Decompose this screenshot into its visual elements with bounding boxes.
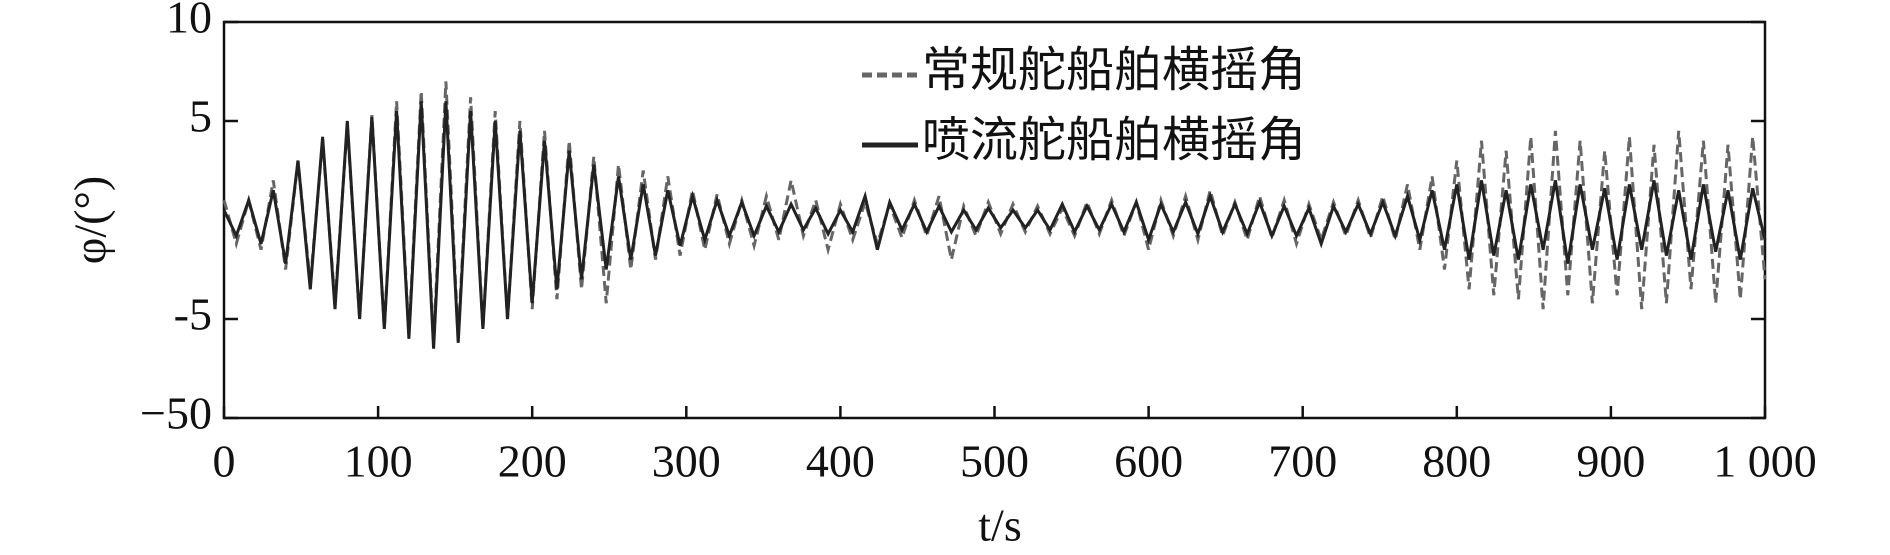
x-tick-label: 700: [1268, 436, 1337, 487]
x-tick-label: 500: [960, 436, 1029, 487]
y-tick-label: 5: [189, 91, 212, 142]
x-axis-label: t/s: [978, 500, 1021, 551]
series-line: [222, 101, 1767, 349]
legend-label: 常规舵船舶横摇角: [922, 44, 1306, 97]
y-tick-label: -5: [174, 289, 212, 340]
x-tick-label: 0: [213, 436, 236, 487]
x-tick-label: 200: [498, 436, 567, 487]
x-tick-label: 400: [806, 436, 875, 487]
x-tick-label: 100: [344, 436, 413, 487]
y-axis-label: φ/(°): [65, 176, 116, 264]
y-tick-label: 10: [166, 0, 212, 43]
x-tick-label: 300: [652, 436, 721, 487]
legend-bg: [856, 43, 1386, 107]
legend-label: 喷流舵船舶横摇角: [922, 114, 1306, 167]
x-tick-label: 900: [1576, 436, 1645, 487]
legend-bg: [856, 113, 1386, 177]
x-tick-label: 1 000: [1713, 436, 1817, 487]
x-tick-label: 800: [1422, 436, 1491, 487]
x-tick-label: 600: [1114, 436, 1183, 487]
y-tick-label: −50: [140, 388, 212, 439]
